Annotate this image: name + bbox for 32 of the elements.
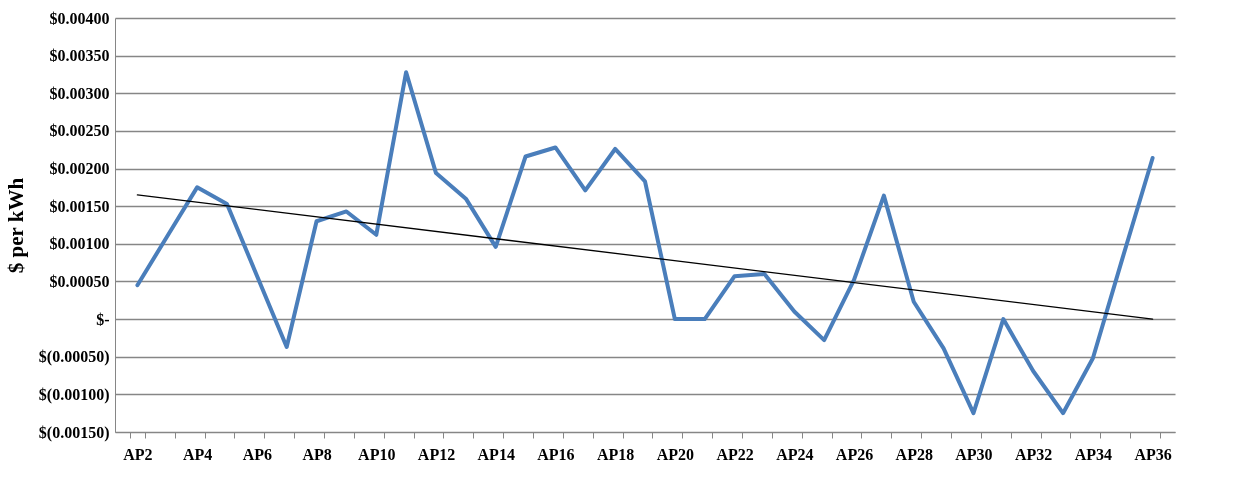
y-tick-label: $- bbox=[96, 310, 110, 328]
x-tick-label: AP26 bbox=[835, 445, 874, 463]
x-tick-label: AP14 bbox=[477, 445, 515, 463]
x-tick-label: AP2 bbox=[123, 445, 153, 463]
y-tick-label: $0.00400 bbox=[49, 9, 110, 27]
y-tick-label: $(0.00100) bbox=[38, 385, 110, 404]
y-tick-label: $0.00200 bbox=[49, 160, 110, 178]
x-tick-label: AP30 bbox=[955, 445, 993, 463]
x-tick-label: AP12 bbox=[417, 445, 456, 463]
line-series bbox=[135, 70, 1155, 416]
y-tick-label: $0.00150 bbox=[49, 197, 110, 215]
x-tick-label: AP6 bbox=[242, 445, 272, 463]
y-tick-label: $0.00350 bbox=[49, 47, 110, 65]
x-tick-label: AP8 bbox=[302, 445, 332, 463]
x-tick-label: AP28 bbox=[895, 445, 933, 463]
y-tick-label: $0.00100 bbox=[49, 235, 110, 253]
y-tick-label: $(0.00050) bbox=[38, 348, 110, 367]
y-tick-label: $0.00050 bbox=[49, 272, 110, 290]
y-tick-label: $0.00250 bbox=[49, 122, 110, 140]
x-tick-label: AP4 bbox=[182, 445, 213, 463]
y-tick-label: $0.00300 bbox=[49, 84, 110, 102]
x-tick-label: AP18 bbox=[596, 445, 635, 463]
x-tick-label: AP22 bbox=[716, 445, 754, 463]
x-tick-label: AP10 bbox=[358, 445, 396, 463]
x-tick-label: AP36 bbox=[1134, 445, 1172, 463]
x-tick-label: AP24 bbox=[776, 445, 814, 463]
x-tick-label: AP16 bbox=[537, 445, 575, 463]
y-axis-title: $ per kWh bbox=[3, 177, 28, 274]
x-tick-label: AP32 bbox=[1015, 445, 1053, 463]
x-tick-label: AP34 bbox=[1074, 445, 1113, 463]
y-tick-label: $(0.00150) bbox=[38, 423, 110, 442]
x-tick-label: AP20 bbox=[656, 445, 695, 463]
